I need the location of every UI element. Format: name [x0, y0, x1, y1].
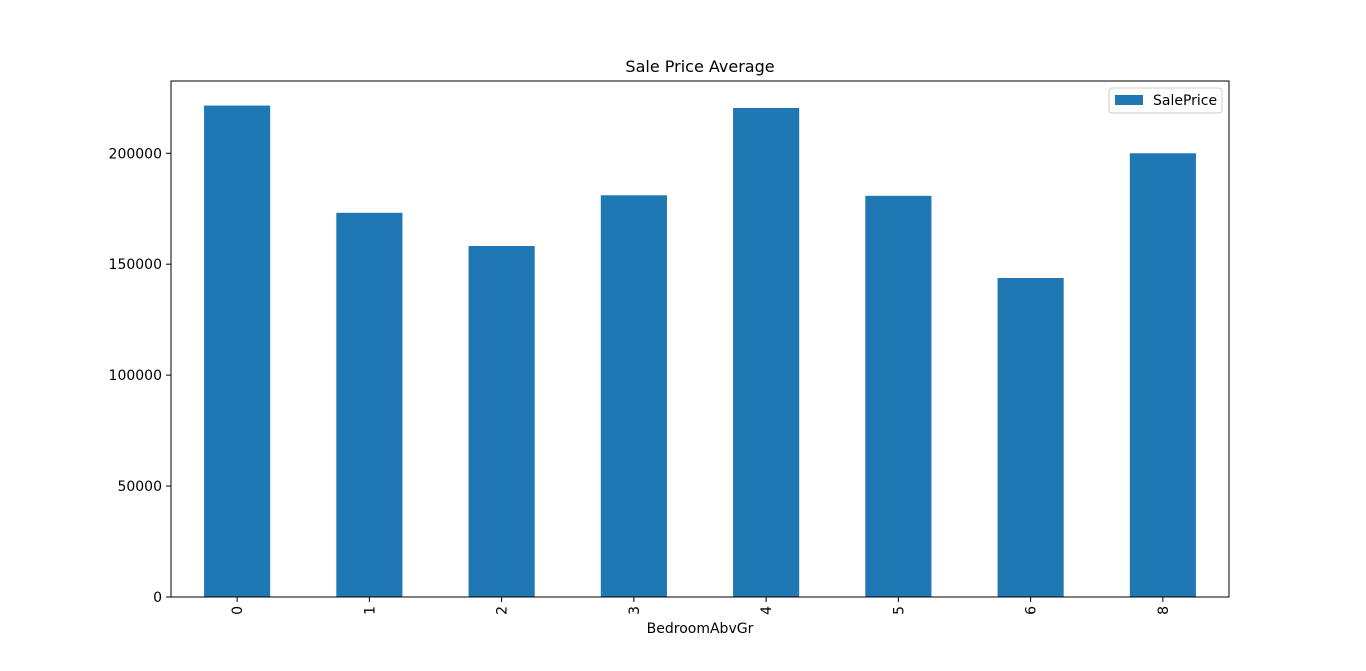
legend-swatch — [1115, 95, 1143, 105]
bar-8 — [1129, 153, 1196, 597]
y-tick-label: 0 — [153, 590, 162, 606]
x-tick-label: 0 — [230, 606, 246, 615]
x-tick-label: 1 — [362, 606, 378, 615]
bar-3 — [600, 195, 667, 597]
bar-6 — [997, 277, 1064, 597]
y-tick-label: 50000 — [117, 479, 162, 495]
y-tick-label: 100000 — [109, 368, 162, 384]
x-axis-ticks: 0 1 2 3 4 5 6 8 — [230, 597, 1172, 615]
legend-label: SalePrice — [1153, 93, 1217, 109]
bar-4 — [733, 107, 800, 598]
x-tick-label: 2 — [495, 606, 511, 615]
bar-5 — [865, 195, 932, 597]
chart-title: Sale Price Average — [625, 57, 774, 76]
y-tick-label: 200000 — [109, 146, 162, 162]
x-tick-label: 4 — [759, 606, 775, 615]
x-tick-label: 3 — [627, 606, 643, 615]
y-tick-label: 150000 — [109, 257, 162, 273]
bar-1 — [336, 212, 403, 597]
x-axis-label: BedroomAbvGr — [647, 621, 754, 637]
y-axis-ticks: 0 50000 100000 150000 200000 — [109, 146, 171, 606]
x-tick-label: 5 — [891, 606, 907, 615]
legend: SalePrice — [1108, 87, 1223, 114]
plot-frame — [170, 80, 1230, 598]
legend-box — [1108, 87, 1223, 114]
bars-group — [204, 105, 1196, 598]
x-tick-label: 8 — [1156, 606, 1172, 615]
bar-0 — [204, 105, 271, 597]
bar-2 — [468, 246, 535, 597]
x-tick-label: 6 — [1024, 606, 1040, 615]
